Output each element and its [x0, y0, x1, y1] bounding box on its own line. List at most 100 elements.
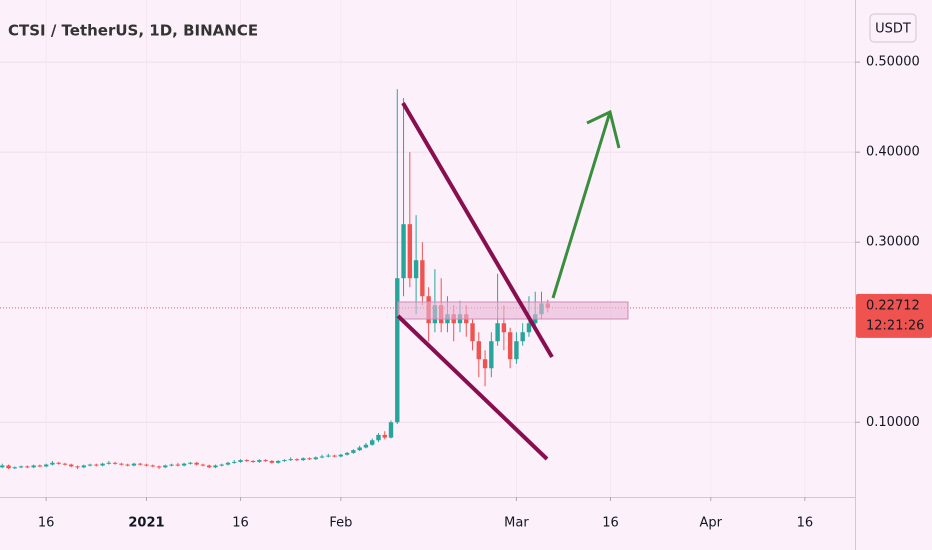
candle-body [219, 464, 224, 466]
candle-body [357, 447, 362, 451]
candle-body [6, 465, 11, 469]
candle-body [401, 224, 406, 279]
candle-body [395, 278, 400, 423]
x-tick-label: Feb [329, 516, 352, 531]
candle-body [206, 465, 212, 468]
candle-body [370, 440, 375, 445]
candle-body [106, 462, 112, 464]
x-tick-label: 16 [602, 516, 619, 531]
x-tick-label: 16 [797, 516, 814, 531]
candle-body [420, 260, 425, 297]
candle-body [288, 459, 293, 461]
arrow-head [586, 109, 621, 149]
candle-body [81, 465, 86, 468]
candle-body [244, 460, 250, 462]
candle-body [263, 460, 268, 462]
candle-body [250, 460, 256, 462]
candle-body [56, 462, 61, 464]
candle-body [326, 455, 331, 457]
candle-body [407, 224, 413, 279]
candle-body [94, 464, 99, 466]
candle-body [169, 464, 174, 466]
candle-body [413, 260, 419, 279]
candle-body [495, 323, 500, 342]
candle-body [363, 444, 369, 448]
candle-body [520, 332, 525, 342]
currency-button[interactable] [869, 13, 917, 43]
countdown-label: 12:21:26 [866, 318, 924, 333]
candle-body [238, 460, 243, 462]
candle-body [200, 464, 206, 466]
currency-label[interactable]: USDT [875, 22, 911, 37]
candle-body [100, 463, 105, 466]
candle-body [526, 323, 532, 333]
candle-body [275, 460, 281, 463]
arrow-shaft [551, 111, 612, 299]
candle-body [213, 465, 218, 468]
user-drawings [396, 101, 629, 461]
candle-body [25, 466, 30, 468]
candle-body [476, 341, 481, 360]
candle-body [0, 465, 5, 468]
candle-body [43, 464, 49, 467]
candle-body [12, 467, 18, 469]
candle-body [144, 464, 149, 466]
candle-body [50, 462, 55, 465]
x-tick-label: 2021 [128, 516, 164, 531]
candle-body [75, 466, 80, 468]
candle-body [62, 463, 68, 465]
x-tick-label: 16 [232, 516, 249, 531]
candle-body [181, 463, 187, 466]
candle-body [332, 455, 337, 457]
chart-title: CTSI / TetherUS, 1D, BINANCE [8, 22, 258, 40]
x-tick-label: Apr [700, 516, 723, 531]
x-tick-label: 16 [38, 516, 55, 531]
candle-body [307, 458, 312, 460]
candle-body [18, 466, 24, 468]
candle-body [388, 422, 394, 438]
candle-body [338, 454, 344, 457]
candle-body [69, 464, 74, 467]
candle-body [501, 323, 507, 333]
candle-body [489, 341, 494, 369]
last-price-label: 0.22712 [866, 298, 920, 313]
candle-body [150, 465, 155, 467]
candle-body [156, 466, 162, 468]
candle-body [282, 460, 287, 462]
y-tick-label: 0.50000 [866, 55, 920, 70]
candle-body [482, 359, 488, 369]
candle-body [514, 341, 519, 360]
candle-body [194, 462, 199, 465]
candle-body [112, 462, 118, 464]
candle-body [175, 464, 181, 466]
candle-body [319, 456, 325, 458]
candle-body [376, 434, 381, 441]
candle-body [301, 458, 306, 461]
candle-body [163, 465, 168, 468]
candle-body [507, 332, 513, 360]
last-price-badge [856, 293, 932, 338]
candle-body [470, 323, 475, 342]
candle-body [232, 461, 237, 463]
support-zone [397, 301, 629, 320]
candle-body [37, 465, 43, 467]
candle-body [87, 464, 93, 466]
candle-body [119, 463, 124, 465]
candle-body [188, 462, 193, 464]
candle-body [131, 463, 137, 466]
channel-lower [396, 314, 549, 461]
candle-body [344, 452, 350, 455]
candle-body [31, 465, 36, 468]
x-tick-label: Mar [504, 516, 529, 531]
candle-body [313, 457, 318, 460]
y-tick-label: 0.10000 [866, 415, 920, 430]
candle-body [294, 459, 300, 461]
y-tick-label: 0.40000 [866, 145, 920, 160]
candle-body [225, 462, 231, 465]
channel-upper [401, 101, 554, 359]
candle-body [351, 450, 356, 453]
candle-body [125, 464, 130, 466]
candle-body [138, 463, 143, 465]
